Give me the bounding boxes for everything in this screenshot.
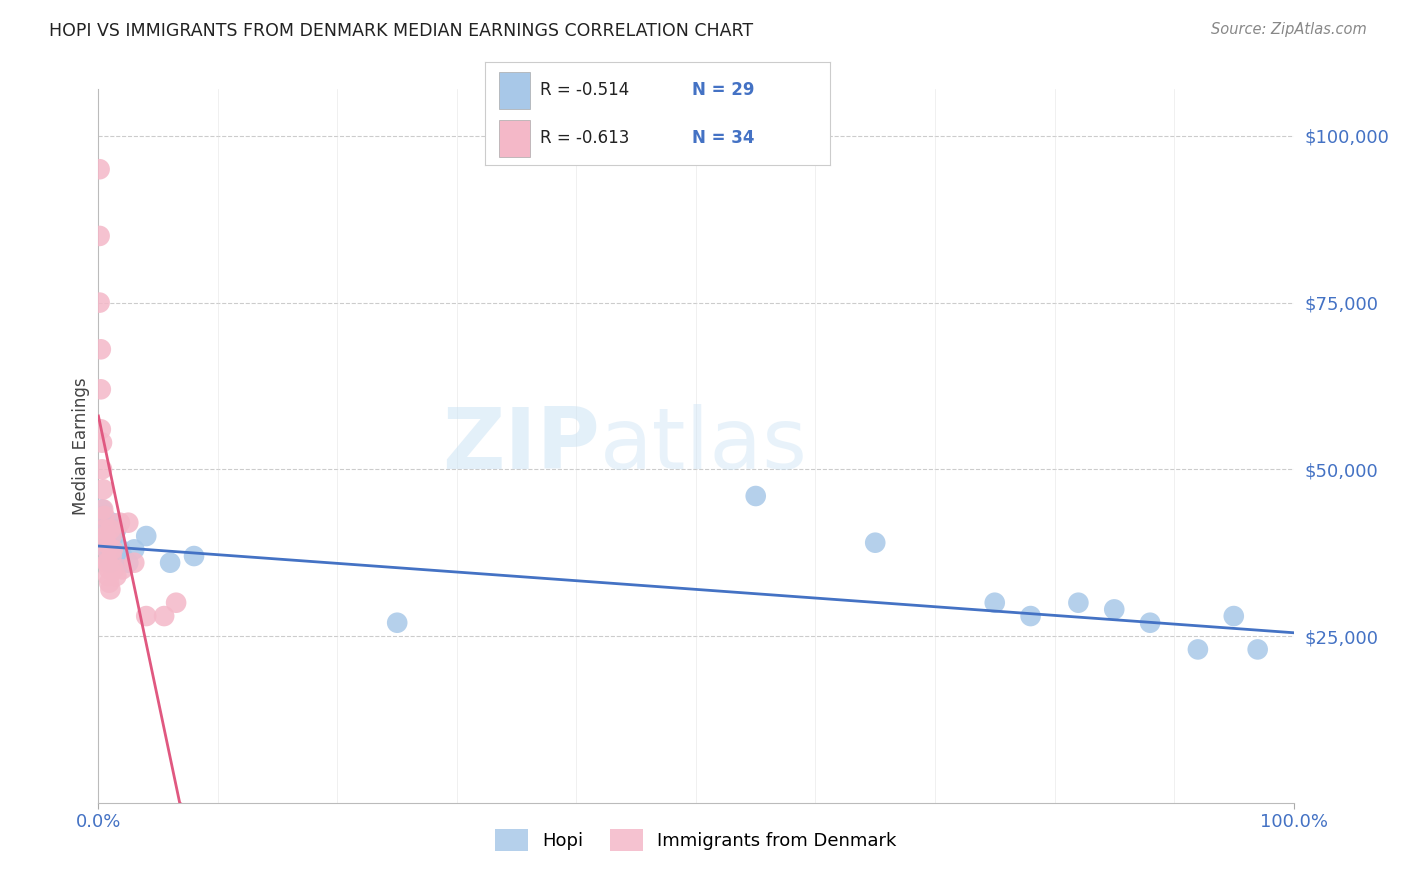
Point: [94, 529, 117, 543]
Point: [117, 556, 139, 570]
Point: [1247, 642, 1270, 657]
Point: [96, 542, 118, 557]
Point: [90, 509, 112, 524]
Point: [97, 556, 120, 570]
Point: [105, 569, 128, 583]
Point: [98, 575, 121, 590]
Point: [98, 556, 122, 570]
Point: [96, 535, 118, 549]
Point: [385, 615, 409, 630]
Point: [101, 542, 124, 557]
Text: R = -0.613: R = -0.613: [540, 129, 630, 147]
Text: N = 34: N = 34: [692, 129, 754, 147]
Point: [91, 502, 114, 516]
Point: [745, 489, 768, 503]
Point: [159, 556, 181, 570]
Point: [1139, 615, 1161, 630]
Text: ZIP: ZIP: [443, 404, 600, 488]
FancyBboxPatch shape: [499, 71, 530, 109]
Point: [1019, 609, 1042, 624]
Point: [98, 582, 122, 597]
Point: [100, 549, 122, 563]
Point: [94, 535, 117, 549]
Point: [108, 542, 131, 557]
Point: [1223, 609, 1246, 624]
Point: [124, 556, 146, 570]
Point: [90, 343, 112, 357]
Point: [135, 529, 157, 543]
Point: [90, 422, 112, 436]
Text: atlas: atlas: [600, 404, 808, 488]
Point: [1187, 642, 1209, 657]
Point: [98, 522, 122, 536]
Point: [111, 562, 134, 576]
Point: [91, 502, 114, 516]
Point: [91, 483, 114, 497]
Point: [97, 569, 120, 583]
Point: [103, 562, 125, 576]
Y-axis label: Median Earnings: Median Earnings: [72, 377, 90, 515]
Point: [98, 562, 121, 576]
Point: [89, 228, 111, 243]
Point: [93, 516, 115, 530]
Point: [96, 556, 118, 570]
Point: [94, 529, 117, 543]
Point: [111, 549, 134, 563]
Text: HOPI VS IMMIGRANTS FROM DENMARK MEDIAN EARNINGS CORRELATION CHART: HOPI VS IMMIGRANTS FROM DENMARK MEDIAN E…: [49, 22, 754, 40]
Point: [100, 516, 122, 530]
Point: [97, 542, 120, 557]
Point: [108, 516, 131, 530]
Point: [117, 516, 139, 530]
Legend: Hopi, Immigrants from Denmark: Hopi, Immigrants from Denmark: [488, 822, 904, 858]
Point: [135, 609, 157, 624]
Point: [93, 522, 115, 536]
Point: [865, 535, 887, 549]
Point: [89, 162, 111, 177]
Point: [984, 596, 1007, 610]
Point: [91, 462, 114, 476]
Text: R = -0.514: R = -0.514: [540, 81, 630, 99]
Point: [1067, 596, 1090, 610]
Text: N = 29: N = 29: [692, 81, 754, 99]
Point: [89, 295, 111, 310]
Point: [105, 522, 128, 536]
Point: [100, 529, 122, 543]
Point: [90, 382, 112, 396]
Point: [124, 542, 146, 557]
Point: [93, 509, 115, 524]
Point: [183, 549, 205, 563]
Text: Source: ZipAtlas.com: Source: ZipAtlas.com: [1211, 22, 1367, 37]
Point: [165, 596, 187, 610]
Point: [91, 435, 114, 450]
Point: [153, 609, 176, 624]
FancyBboxPatch shape: [499, 120, 530, 157]
Point: [1104, 602, 1126, 616]
Point: [98, 549, 121, 563]
Point: [103, 529, 125, 543]
